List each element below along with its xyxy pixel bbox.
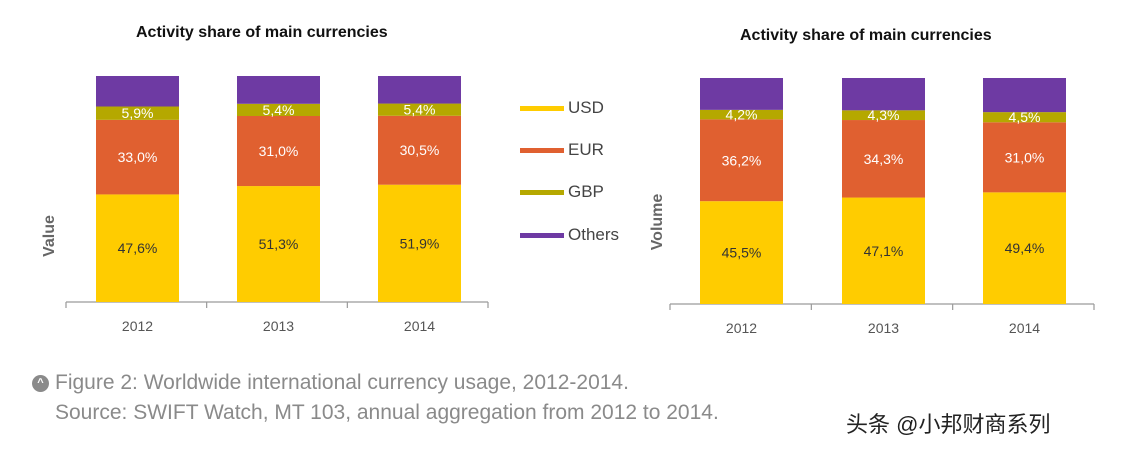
left-data-label-2012-gbp: 5,9%: [122, 105, 154, 121]
right-tick-label-2014: 2014: [1009, 320, 1040, 336]
right-bar-2013-others: [842, 78, 925, 111]
caption-line-2: Source: SWIFT Watch, MT 103, annual aggr…: [55, 401, 719, 424]
legend-item-gbp: GBP: [520, 180, 604, 204]
right-data-label-2013-eur: 34,3%: [864, 151, 904, 167]
left-data-label-2014-eur: 30,5%: [400, 142, 440, 158]
legend-label-gbp: GBP: [568, 182, 604, 201]
right-tick-label-2012: 2012: [726, 320, 757, 336]
right-bar-2012-gbp: [700, 109, 783, 120]
right-bar-2013-gbp: [842, 110, 925, 121]
left-bar-2012-others: [96, 76, 179, 107]
right-data-label-2014-eur: 31,0%: [1005, 149, 1045, 165]
right-data-label-2012-eur: 36,2%: [722, 152, 762, 168]
legend-swatch-gbp: [520, 189, 564, 195]
right-bar-2014-usd: [983, 192, 1066, 304]
left-bar-2014-others: [378, 76, 461, 104]
left-data-label-2012-eur: 33,0%: [118, 149, 158, 165]
legend-label-eur: EUR: [568, 140, 604, 159]
left-bar-2012-gbp: [96, 106, 179, 120]
legend-swatch-eur: [520, 147, 564, 153]
right-chart-title: Activity share of main currencies: [740, 27, 992, 44]
left-data-label-2014-usd: 51,9%: [400, 235, 440, 251]
legend-swatch-others: [520, 232, 564, 238]
left-tick-label-2014: 2014: [404, 318, 435, 334]
left-data-label-2013-usd: 51,3%: [259, 236, 299, 252]
right-data-label-2012-gbp: 4,2%: [726, 107, 758, 123]
legend-item-usd: USD: [520, 96, 604, 120]
left-bar-2014-gbp: [378, 103, 461, 116]
caption-line-1: ^ Figure 2: Worldwide international curre…: [32, 368, 719, 398]
figure-caption: ^ Figure 2: Worldwide international curre…: [32, 368, 719, 428]
left-bar-2012-eur: [96, 119, 179, 195]
legend-swatch-usd: [520, 105, 564, 111]
legend-label-others: Others: [568, 225, 620, 244]
left-data-label-2012-usd: 47,6%: [118, 240, 158, 256]
right-bar-2014-gbp: [983, 112, 1066, 123]
right-data-label-2012-usd: 45,5%: [722, 245, 762, 261]
right-data-label-2013-gbp: 4,3%: [868, 107, 900, 123]
left-chart-title: Activity share of main currencies: [136, 24, 388, 41]
legend-item-others: Others: [520, 223, 619, 247]
caption-text-1: Figure 2: Worldwide international curren…: [55, 371, 629, 394]
left-bar-2013-gbp: [237, 103, 320, 117]
left-bar-2013-eur: [237, 116, 320, 187]
right-bar-2012-others: [700, 78, 783, 110]
left-data-label-2014-gbp: 5,4%: [404, 102, 436, 118]
legend-item-eur: EUR: [520, 138, 604, 162]
right-tick-label-2013: 2013: [868, 320, 899, 336]
right-data-label-2013-usd: 47,1%: [864, 243, 904, 259]
left-bar-2014-usd: [378, 184, 461, 302]
left-data-label-2013-eur: 31,0%: [259, 143, 299, 159]
right-bar-2014-others: [983, 78, 1066, 113]
right-y-axis-label: Volume: [649, 194, 666, 251]
left-bar-2012-usd: [96, 194, 179, 302]
right-bar-2012-usd: [700, 201, 783, 304]
left-bar-2014-eur: [378, 115, 461, 185]
right-bar-2014-eur: [983, 122, 1066, 193]
right-bar-2013-eur: [842, 120, 925, 198]
legend-label-usd: USD: [568, 98, 604, 117]
left-bar-2013-others: [237, 76, 320, 104]
right-data-label-2014-usd: 49,4%: [1005, 240, 1045, 256]
left-tick-label-2012: 2012: [122, 318, 153, 334]
right-bar-2013-usd: [842, 197, 925, 304]
chevron-up-icon: ^: [32, 374, 49, 392]
right-bar-2012-eur: [700, 119, 783, 202]
left-y-axis-label: Value: [41, 215, 58, 257]
left-tick-label-2013: 2013: [263, 318, 294, 334]
watermark: 头条 @小邦财商系列: [846, 412, 1051, 437]
left-bar-2013-usd: [237, 186, 320, 302]
right-data-label-2014-gbp: 4,5%: [1009, 109, 1041, 125]
left-data-label-2013-gbp: 5,4%: [263, 102, 295, 118]
